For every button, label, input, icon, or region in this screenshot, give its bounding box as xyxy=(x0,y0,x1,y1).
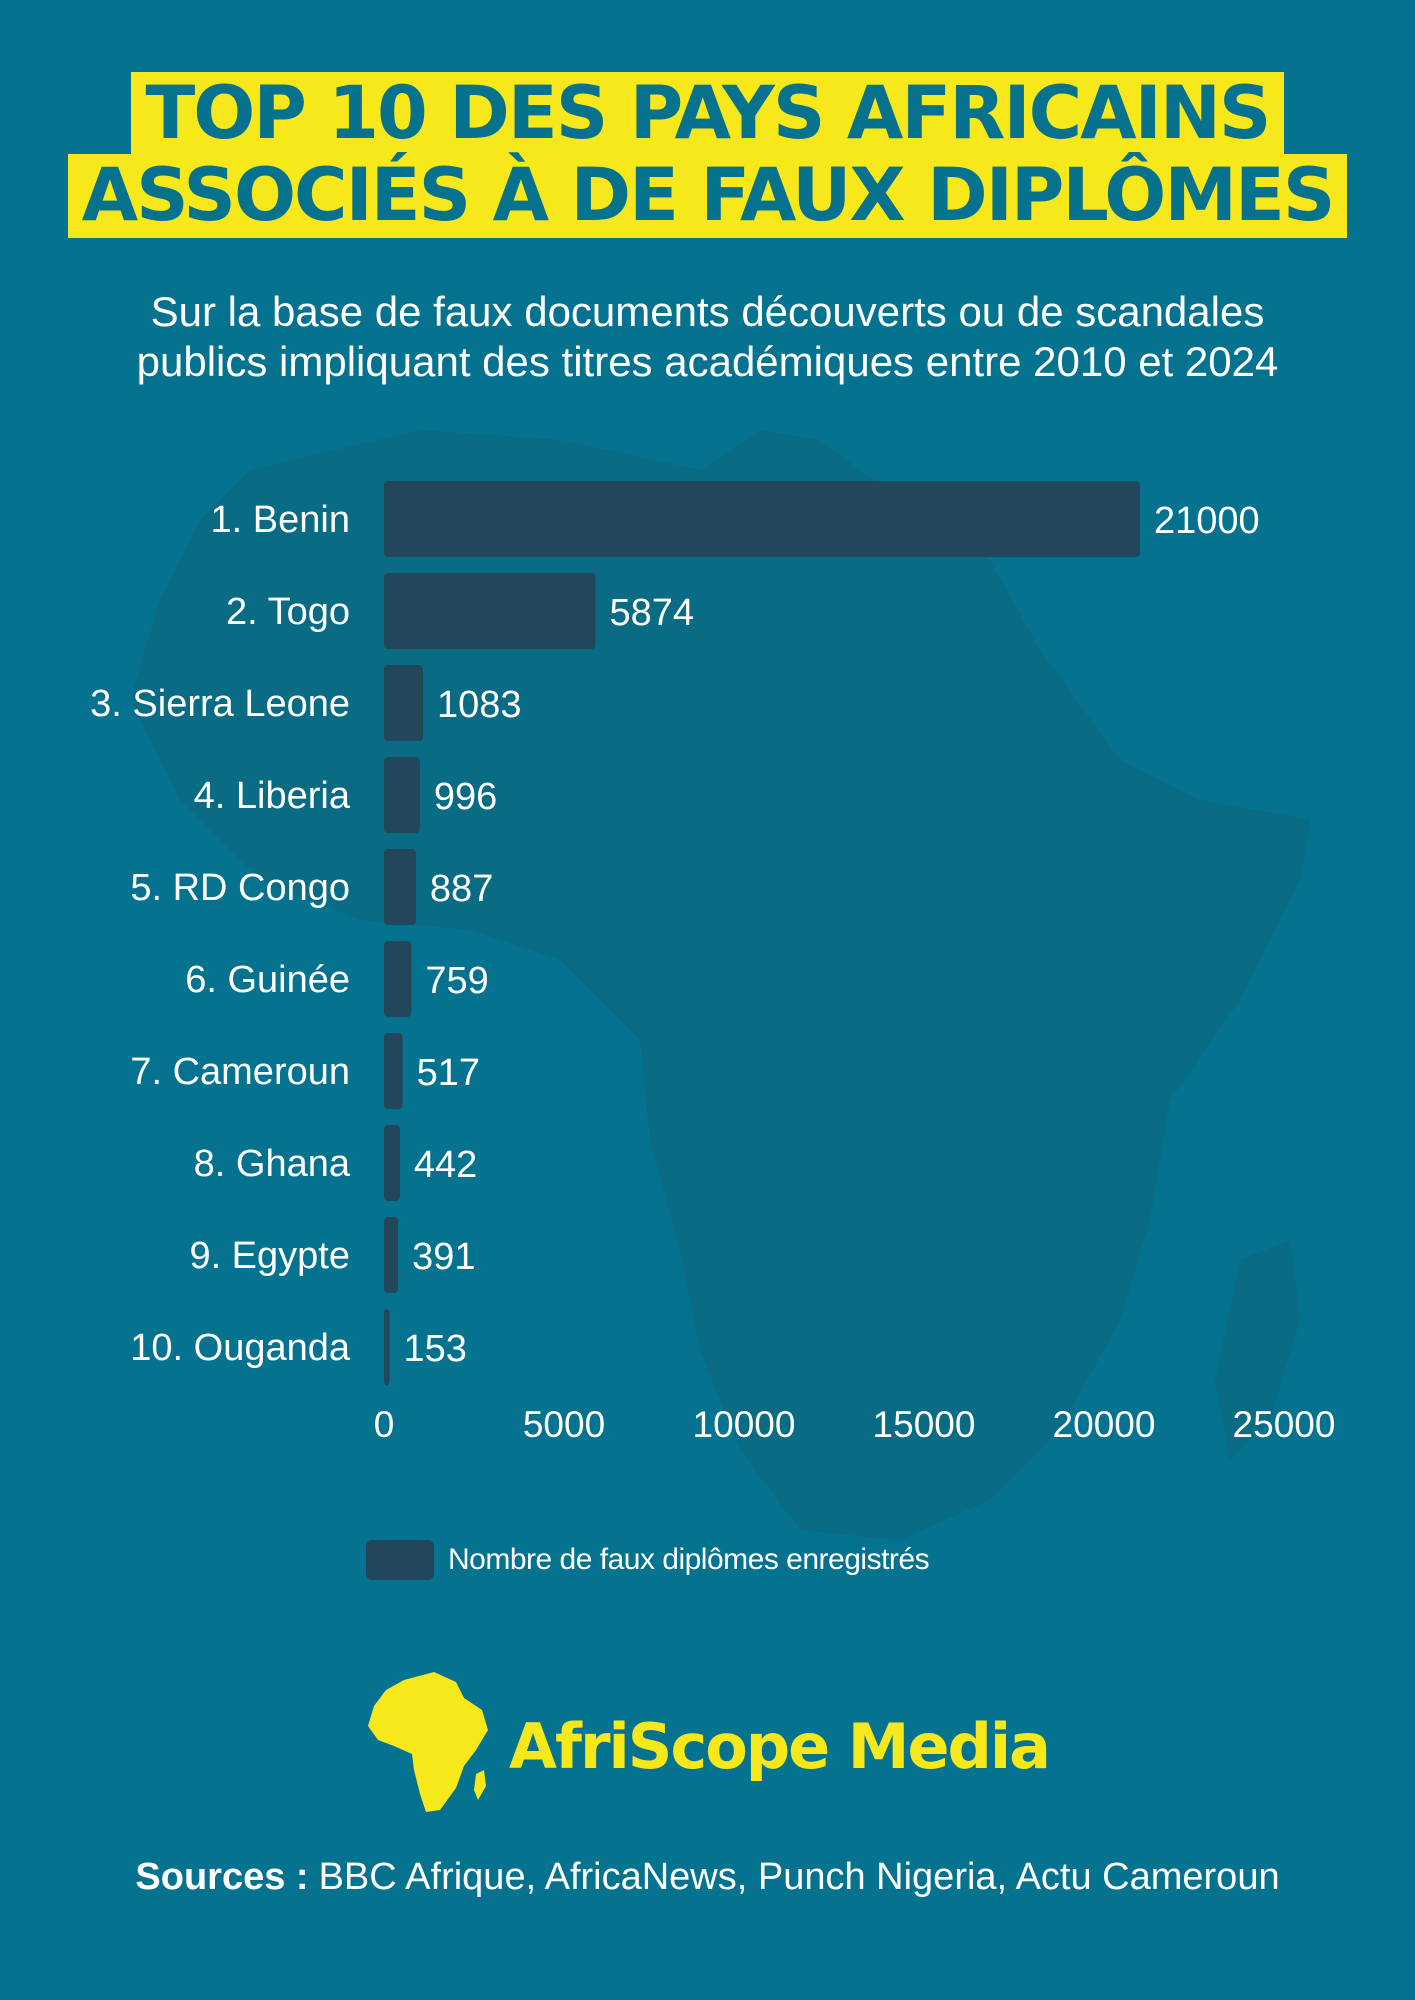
value-label-10: 153 xyxy=(404,1328,467,1370)
title-block: TOP 10 DES PAYS AFRICAINS ASSOCIÉS À DE … xyxy=(0,72,1415,238)
subtitle-line-2: publics impliquant des titres académique… xyxy=(136,338,1279,385)
value-label-2: 5874 xyxy=(609,592,694,634)
africa-map-icon xyxy=(368,1672,488,1812)
brand-name: AfriScope Media xyxy=(509,1710,1051,1783)
x-tick-label-3: 15000 xyxy=(873,1404,976,1445)
category-label-7: 7. Cameroun xyxy=(130,1051,350,1093)
page-title-line-2: ASSOCIÉS À DE FAUX DIPLÔMES xyxy=(67,154,1348,238)
subtitle: Sur la base de faux documents découverts… xyxy=(40,287,1375,387)
value-label-7: 517 xyxy=(417,1052,480,1094)
bar-1 xyxy=(384,481,1140,557)
legend: Nombre de faux diplômes enregistrés xyxy=(366,1540,930,1580)
bar-10 xyxy=(384,1309,390,1385)
value-label-3: 1083 xyxy=(437,684,522,726)
bar-7 xyxy=(384,1033,403,1109)
bar-6 xyxy=(384,941,412,1017)
bar-5 xyxy=(384,849,416,925)
category-label-5: 5. RD Congo xyxy=(130,867,350,909)
bar-8 xyxy=(384,1125,400,1201)
x-axis-ticks-layer: 0 5000 10000 15000 20000 25000 xyxy=(374,1404,1336,1445)
category-label-9: 9. Egypte xyxy=(189,1235,350,1277)
x-tick-label-1: 5000 xyxy=(523,1404,605,1445)
legend-swatch xyxy=(366,1540,434,1580)
subtitle-line-1: Sur la base de faux documents découverts… xyxy=(150,288,1265,335)
brand-logo: AfriScope Media xyxy=(364,1670,1064,1820)
x-tick-label-2: 10000 xyxy=(693,1404,796,1445)
legend-label: Nombre de faux diplômes enregistrés xyxy=(448,1543,930,1576)
value-label-8: 442 xyxy=(414,1144,477,1186)
sources-text: BBC Afrique, AfricaNews, Punch Nigeria, … xyxy=(318,1856,1280,1898)
bar-9 xyxy=(384,1217,399,1293)
value-label-4: 996 xyxy=(434,776,497,818)
x-tick-label-0: 0 xyxy=(374,1404,395,1445)
sources-footer: Sources : BBC Afrique, AfricaNews, Punch … xyxy=(0,1856,1415,1899)
bar-3 xyxy=(384,665,423,741)
category-label-6: 6. Guinée xyxy=(185,959,350,1001)
bars-layer xyxy=(384,481,1140,1385)
category-label-3: 3. Sierra Leone xyxy=(90,683,350,725)
category-label-10: 10. Ouganda xyxy=(130,1327,351,1369)
value-label-1: 21000 xyxy=(1154,500,1260,542)
value-labels-layer: 21000 5874 1083 996 887 759 517 442 391 153 xyxy=(404,500,1260,1370)
sources-label: Sources : xyxy=(135,1856,309,1898)
bar-chart: 1. Benin 2. Togo 3. Sierra Leone 4. Liberia… xyxy=(90,481,1336,1445)
category-label-4: 4. Liberia xyxy=(194,775,351,817)
category-labels-layer: 1. Benin 2. Togo 3. Sierra Leone 4. Liberia… xyxy=(90,499,351,1369)
bar-2 xyxy=(384,573,596,649)
value-label-6: 759 xyxy=(425,960,488,1002)
value-label-9: 391 xyxy=(412,1236,475,1278)
value-label-5: 887 xyxy=(430,868,493,910)
bar-4 xyxy=(384,757,420,833)
category-label-8: 8. Ghana xyxy=(194,1143,351,1185)
x-tick-label-4: 20000 xyxy=(1053,1404,1156,1445)
page-title-line-1: TOP 10 DES PAYS AFRICAINS xyxy=(131,72,1284,156)
category-label-2: 2. Togo xyxy=(226,591,350,633)
x-tick-label-5: 25000 xyxy=(1233,1404,1336,1445)
category-label-1: 1. Benin xyxy=(211,499,350,541)
